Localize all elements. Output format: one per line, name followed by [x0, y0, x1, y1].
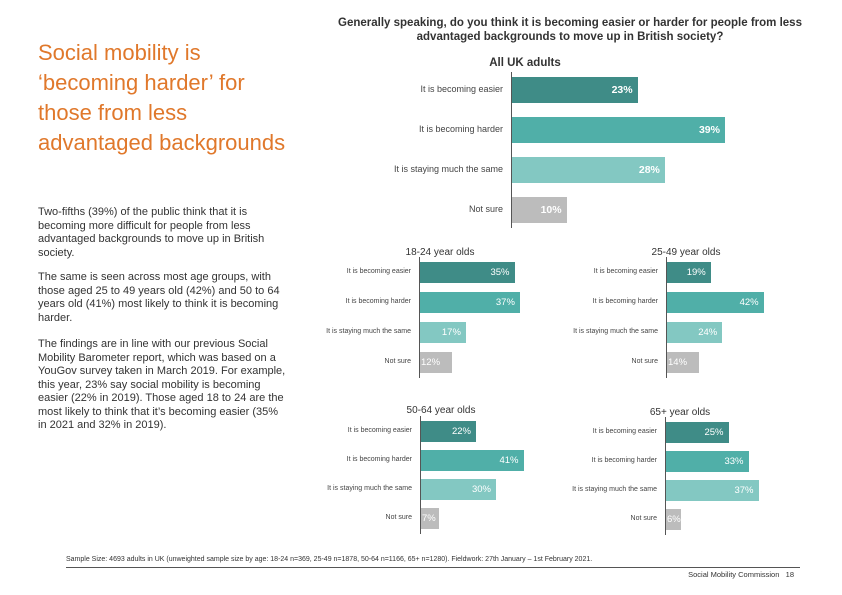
bar: [512, 157, 665, 183]
category-label: It is staying much the same: [572, 485, 657, 493]
data-label: 33%: [724, 455, 744, 467]
bar: [421, 450, 524, 471]
data-label: 37%: [734, 484, 754, 496]
headline: Social mobility is ‘becoming harder’ for…: [38, 40, 286, 155]
category-label: It is becoming easier: [347, 426, 412, 434]
category-label: It is staying much the same: [393, 164, 503, 175]
category-label: It is becoming easier: [592, 427, 657, 435]
data-label: 30%: [471, 483, 491, 495]
data-label: 25%: [704, 426, 724, 438]
chart-title: 18-24 year olds: [405, 247, 475, 258]
category-label: It is staying much the same: [573, 327, 658, 335]
category-label: Not sure: [468, 204, 503, 215]
category-label: It is becoming harder: [592, 297, 658, 305]
category-label: It is becoming harder: [345, 297, 411, 305]
data-label: 14%: [668, 356, 688, 368]
data-label: 28%: [638, 163, 660, 176]
bar: [420, 322, 466, 343]
data-label: 12%: [421, 356, 441, 368]
footer: Social Mobility Commission 18: [688, 570, 794, 579]
footer-org: Social Mobility Commission: [688, 570, 780, 579]
data-label: 10%: [540, 203, 562, 216]
bar: [667, 262, 711, 283]
data-label: 7%: [422, 512, 436, 524]
category-label: It is becoming harder: [346, 455, 412, 463]
category-label: Not sure: [631, 357, 658, 365]
data-label: 22%: [451, 425, 471, 437]
bar: [666, 480, 759, 501]
data-label: 41%: [499, 454, 519, 466]
data-label: 35%: [490, 266, 510, 278]
bar: [420, 292, 520, 313]
axis-line: [419, 257, 420, 378]
axis-line: [420, 416, 421, 534]
category-label: It is becoming easier: [593, 267, 658, 275]
bar: [667, 352, 700, 373]
category-label: It is becoming harder: [591, 456, 657, 464]
category-label: Not sure: [630, 514, 657, 522]
category-label: Not sure: [384, 357, 411, 365]
category-label: It is becoming easier: [346, 267, 411, 275]
paragraph-2: The same is seen across most age groups,…: [38, 271, 280, 324]
chart-title: 65+ year olds: [649, 407, 711, 418]
bar: [666, 422, 729, 443]
bar: [666, 451, 749, 472]
category-label: Not sure: [385, 513, 412, 521]
category-label: It is becoming harder: [418, 124, 503, 135]
category-label: It is becoming easier: [420, 84, 503, 95]
category-label: It is staying much the same: [326, 327, 411, 335]
data-label: 6%: [667, 513, 681, 525]
chart-title: All UK adults: [489, 57, 561, 69]
survey-question: Generally speaking, do you think it is b…: [338, 17, 802, 43]
page-number: 18: [785, 570, 794, 579]
axis-line: [666, 257, 667, 378]
bar: [420, 262, 515, 283]
bar: [512, 77, 638, 103]
data-label: 42%: [739, 296, 759, 308]
bar: [667, 322, 723, 343]
data-label: 24%: [698, 326, 718, 338]
bar: [421, 421, 476, 442]
category-label: It is staying much the same: [327, 484, 412, 492]
footer-divider: [66, 567, 800, 568]
chart-title: 50-64 year olds: [406, 405, 476, 416]
data-label: 17%: [441, 326, 461, 338]
data-label: 19%: [686, 266, 706, 278]
data-label: 39%: [698, 123, 720, 136]
bar: [421, 508, 439, 529]
bar: [512, 197, 567, 223]
footnote: Sample Size: 4693 adults in UK (unweight…: [66, 556, 593, 563]
bar: [666, 509, 681, 530]
paragraph-1: Two-fifths (39%) of the public think tha…: [38, 206, 265, 259]
paragraph-3: The findings are in line with our previo…: [38, 338, 286, 431]
bar: [421, 479, 496, 500]
axis-line: [665, 417, 666, 535]
data-label: 37%: [495, 296, 515, 308]
bar: [667, 292, 764, 313]
data-label: 23%: [611, 83, 633, 96]
bar: [420, 352, 453, 373]
bar: [512, 117, 725, 143]
axis-line: [511, 72, 512, 228]
chart-title: 25-49 year olds: [651, 247, 721, 258]
